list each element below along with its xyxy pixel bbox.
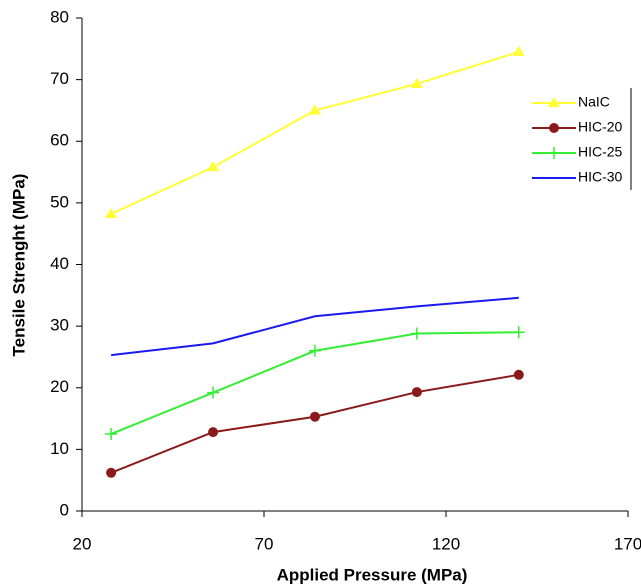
marker (411, 387, 422, 398)
marker (548, 147, 560, 159)
x-tick-label: 20 (73, 534, 92, 553)
marker (208, 427, 219, 438)
legend-label: HIC-20 (578, 119, 623, 135)
marker (308, 104, 321, 115)
y-tick-label: 80 (50, 7, 69, 26)
marker (410, 327, 423, 340)
legend: NaIC HIC-20 HIC-25 HIC-30 (532, 88, 632, 190)
x-tick-label: 120 (432, 534, 460, 553)
legend-label: HIC-30 (578, 169, 623, 185)
y-tick-label: 40 (50, 254, 69, 273)
marker (207, 386, 220, 399)
marker (513, 369, 524, 380)
marker (106, 467, 117, 478)
x-tick-label: 70 (255, 534, 274, 553)
marker (309, 411, 320, 422)
y-tick-label: 10 (50, 439, 69, 458)
marker (410, 77, 423, 88)
marker (105, 427, 118, 440)
y-tick-label: 0 (60, 500, 69, 519)
legend-label: HIC-25 (578, 144, 623, 160)
marker (207, 161, 220, 172)
marker (548, 97, 560, 107)
marker (512, 45, 525, 56)
y-tick-label: 60 (50, 131, 69, 150)
marker (308, 344, 321, 357)
y-tick-label: 70 (50, 69, 69, 88)
y-tick-label: 20 (50, 377, 69, 396)
marker (549, 123, 559, 133)
marker (512, 326, 525, 339)
y-tick-label: 30 (50, 316, 69, 335)
x-axis-title: Applied Pressure (MPa) (277, 565, 468, 584)
marker (105, 207, 118, 218)
legend-label: NaIC (578, 94, 610, 110)
series-line (111, 296, 519, 357)
y-tick-label: 50 (50, 192, 69, 211)
series-line (110, 373, 519, 474)
series-line (110, 50, 520, 215)
y-axis-title: Tensile Strenght (MPa) (9, 174, 28, 357)
x-tick-label: 170 (614, 534, 641, 553)
